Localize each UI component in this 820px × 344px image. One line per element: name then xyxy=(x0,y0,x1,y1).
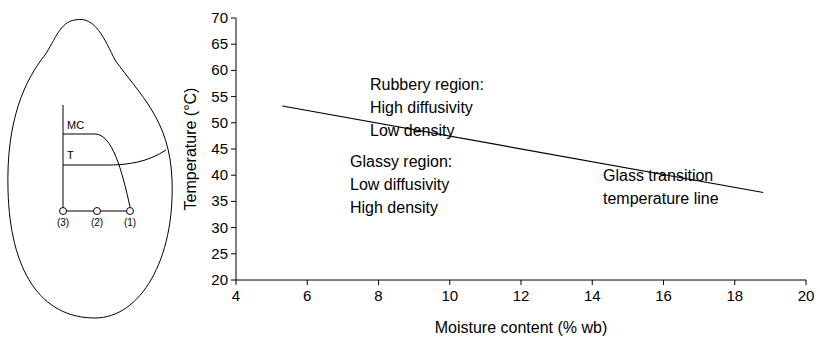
y-axis-title: Temperature (°C) xyxy=(182,88,199,211)
x-tick-label: 18 xyxy=(726,287,743,304)
annotation: Rubbery region: xyxy=(370,76,484,93)
point-label: (2) xyxy=(91,217,103,228)
y-tick xyxy=(231,18,236,19)
x-tick-label: 6 xyxy=(303,287,311,304)
kernel-point xyxy=(94,208,101,215)
kernel-point xyxy=(127,208,134,215)
x-axis-title: Moisture content (% wb) xyxy=(435,319,608,336)
annotation: Low diffusivity xyxy=(350,176,449,193)
x-tick xyxy=(734,280,735,285)
x-tick-label: 20 xyxy=(798,287,815,304)
y-tick-label: 35 xyxy=(211,192,228,209)
annotation: Glass transition xyxy=(603,167,713,184)
chart: MC T (3) (2) (1) 4 6 8 10 12 14 16 18 20 20 25 30 35 40 45 5… xyxy=(0,0,820,344)
marks xyxy=(282,106,763,192)
x-tick-label: 8 xyxy=(374,287,382,304)
y-tick-label: 60 xyxy=(211,61,228,78)
annotation: Glassy region: xyxy=(350,153,452,170)
t-profile xyxy=(63,150,166,165)
x-tick-label: 14 xyxy=(584,287,601,304)
y-tick xyxy=(231,280,236,281)
y-tick xyxy=(231,201,236,202)
kernel-outline xyxy=(8,19,172,318)
annotation: Low density xyxy=(370,122,455,139)
y-tick-label: 40 xyxy=(211,166,228,183)
y-tick xyxy=(231,70,236,71)
annotation: High diffusivity xyxy=(370,99,473,116)
glass-transition-line xyxy=(282,106,763,192)
y-tick xyxy=(231,149,236,150)
x-tick-label: 10 xyxy=(441,287,458,304)
y-tick-label: 30 xyxy=(211,219,228,236)
point-label: (3) xyxy=(57,217,69,228)
x-tick xyxy=(378,280,379,285)
x-tick xyxy=(806,280,807,285)
y-tick-label: 45 xyxy=(211,140,228,157)
kernel-diagram: MC T (3) (2) (1) xyxy=(8,19,172,318)
y-tick-label: 70 xyxy=(211,9,228,26)
y-tick xyxy=(231,227,236,228)
point-label: (1) xyxy=(124,217,136,228)
y-tick xyxy=(231,96,236,97)
axes: 4 6 8 10 12 14 16 18 20 20 25 30 35 40 45 50 55 60 65 70 Moi… xyxy=(182,9,814,336)
y-tick-label: 25 xyxy=(211,245,228,262)
x-tick xyxy=(663,280,664,285)
x-tick-label: 12 xyxy=(513,287,530,304)
annotations: Rubbery region: High diffusivity Low densi… xyxy=(350,76,719,216)
x-tick xyxy=(449,280,450,285)
annotation: temperature line xyxy=(603,190,719,207)
t-label: T xyxy=(67,149,74,161)
kernel-axis xyxy=(63,105,64,211)
y-tick-label: 65 xyxy=(211,35,228,52)
y-tick xyxy=(231,122,236,123)
mc-label: MC xyxy=(67,119,84,131)
y-tick-label: 20 xyxy=(211,271,228,288)
x-tick xyxy=(236,280,237,285)
x-tick xyxy=(521,280,522,285)
annotation: High density xyxy=(350,199,438,216)
y-tick-label: 55 xyxy=(211,88,228,105)
y-tick xyxy=(231,44,236,45)
mc-profile xyxy=(63,134,130,207)
y-tick xyxy=(231,253,236,254)
kernel-point xyxy=(60,208,67,215)
y-tick xyxy=(231,175,236,176)
y-tick-label: 50 xyxy=(211,114,228,131)
x-tick xyxy=(307,280,308,285)
x-tick xyxy=(592,280,593,285)
x-tick-label: 4 xyxy=(232,287,240,304)
x-tick-label: 16 xyxy=(655,287,672,304)
